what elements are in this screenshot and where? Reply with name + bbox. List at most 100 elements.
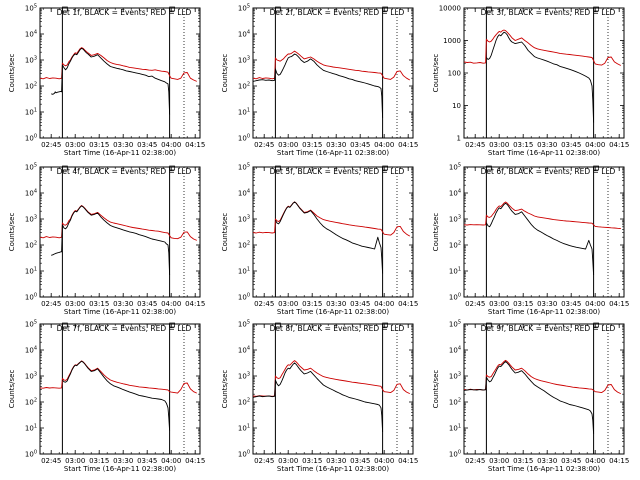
- y-tick-label: 104: [238, 189, 250, 198]
- y-tick-label: 103: [449, 215, 461, 224]
- series-line-events: [51, 47, 171, 115]
- detector-panel-2: Det 2f, BLACK = Events, RED = LLD 100 101 1…: [221, 4, 418, 158]
- y-tick-label: 100: [238, 293, 250, 302]
- y-tick-label: 104: [238, 30, 250, 39]
- y-tick-label: 101: [238, 108, 250, 117]
- x-tick-label: 04:00: [374, 141, 394, 149]
- series-line-lld: [39, 360, 197, 394]
- y-tick-label: 102: [238, 398, 250, 407]
- series-line-events: [486, 31, 595, 123]
- x-tick-label: 03:15: [513, 300, 533, 308]
- y-tick-label: 101: [238, 267, 250, 276]
- x-tick-label: 03:00: [278, 300, 298, 308]
- y-tick-label: 100: [449, 450, 461, 459]
- x-tick-label: 03:45: [561, 300, 581, 308]
- panel-title: Det 2f, BLACK = Events, RED = LLD: [270, 8, 405, 17]
- y-axis-label: Counts/sec: [432, 370, 440, 409]
- series-line-events: [62, 360, 171, 431]
- x-tick-label: 03:30: [326, 457, 346, 465]
- y-tick-label: 100: [25, 450, 37, 459]
- marker-box: [593, 165, 599, 171]
- y-axis-label: Counts/sec: [432, 213, 440, 252]
- y-tick-label: 104: [25, 189, 37, 198]
- marker-box: [486, 322, 492, 328]
- x-tick-label: 03:00: [489, 457, 509, 465]
- marker-box: [62, 322, 68, 328]
- x-tick-label: 03:00: [278, 457, 298, 465]
- x-tick-label: 02:45: [41, 457, 61, 465]
- x-tick-label: 03:00: [489, 141, 509, 149]
- y-tick-label: 102: [25, 398, 37, 407]
- x-tick-label: 03:45: [350, 141, 370, 149]
- plot-frame: [39, 7, 201, 139]
- detector-panel-5: Det 5f, BLACK = Events, RED = LLD 100 101 1…: [221, 163, 418, 317]
- marker-box: [169, 322, 175, 328]
- y-axis-label: Counts/sec: [8, 370, 16, 409]
- x-axis-label: Start Time (16-Apr-11 02:38:00): [64, 465, 176, 473]
- x-tick-label: 03:30: [326, 141, 346, 149]
- x-tick-label: 04:15: [398, 457, 418, 465]
- detector-panel-4: Det 4f, BLACK = Events, RED = LLD 100 101 1…: [8, 163, 205, 317]
- y-tick-label: 104: [449, 346, 461, 355]
- x-tick-label: 04:15: [398, 300, 418, 308]
- series-line-events: [275, 201, 384, 274]
- x-tick-label: 04:15: [609, 457, 629, 465]
- detector-panel-3: Det 3f, BLACK = Events, RED = LLD 1 10 100 1…: [432, 5, 629, 158]
- x-axis-label: Start Time (16-Apr-11 02:38:00): [277, 149, 389, 157]
- y-tick-label: 105: [25, 163, 37, 172]
- plot-frame: [252, 323, 414, 455]
- x-tick-label: 04:00: [585, 457, 605, 465]
- x-axis-label: Start Time (16-Apr-11 02:38:00): [64, 149, 176, 157]
- series-line-events: [51, 205, 171, 276]
- x-tick-label: 03:45: [137, 457, 157, 465]
- plot-frame: [463, 166, 625, 298]
- y-tick-label: 103: [25, 215, 37, 224]
- plot-frame: [252, 7, 414, 139]
- marker-box: [169, 6, 175, 12]
- series-line-events: [252, 362, 384, 433]
- x-tick-label: 02:45: [254, 141, 274, 149]
- y-axis-label: Counts/sec: [8, 213, 16, 252]
- y-tick-label: 101: [25, 108, 37, 117]
- y-tick-label: 104: [25, 346, 37, 355]
- x-tick-label: 04:00: [374, 300, 394, 308]
- panel-title: Det 6f, BLACK = Events, RED = LLD: [481, 167, 616, 176]
- x-tick-label: 03:30: [113, 141, 133, 149]
- marker-box: [169, 165, 175, 171]
- y-tick-label: 101: [449, 267, 461, 276]
- x-tick-label: 04:15: [185, 300, 205, 308]
- marker-box: [62, 6, 68, 12]
- detector-panel-1: Det 1f, BLACK = Events, RED = LLD 100 101 1…: [8, 4, 205, 158]
- x-tick-label: 03:45: [137, 300, 157, 308]
- plot-frame: [463, 323, 625, 455]
- x-tick-label: 03:00: [65, 300, 85, 308]
- x-axis-label: Start Time (16-Apr-11 02:38:00): [488, 308, 600, 316]
- x-axis-label: Start Time (16-Apr-11 02:38:00): [277, 465, 389, 473]
- y-tick-label: 105: [25, 4, 37, 13]
- y-tick-label: 101: [238, 424, 250, 433]
- x-tick-label: 04:00: [161, 300, 181, 308]
- panel-title: Det 5f, BLACK = Events, RED = LLD: [270, 167, 405, 176]
- x-axis-label: Start Time (16-Apr-11 02:38:00): [488, 465, 600, 473]
- series-line-lld: [39, 47, 197, 82]
- x-tick-label: 02:45: [465, 300, 485, 308]
- marker-box: [275, 322, 281, 328]
- detector-panel-6: Det 6f, BLACK = Events, RED = LLD 100 101 1…: [432, 163, 629, 317]
- series-line-lld: [463, 29, 622, 66]
- series-line-events: [463, 361, 595, 434]
- y-tick-label: 102: [238, 241, 250, 250]
- y-tick-label: 100: [25, 134, 37, 143]
- panel-title: Det 1f, BLACK = Events, RED = LLD: [57, 8, 192, 17]
- panel-title: Det 8f, BLACK = Events, RED = LLD: [270, 324, 405, 333]
- panel-title: Det 9f, BLACK = Events, RED = LLD: [481, 324, 616, 333]
- x-tick-label: 02:45: [254, 457, 274, 465]
- series-line-lld: [463, 201, 621, 229]
- y-tick-label: 1: [457, 135, 461, 143]
- x-tick-label: 02:45: [41, 141, 61, 149]
- y-axis-label: Counts/sec: [432, 54, 440, 93]
- y-tick-label: 101: [25, 424, 37, 433]
- x-tick-label: 03:30: [537, 457, 557, 465]
- marker-box: [275, 6, 281, 12]
- x-tick-label: 03:15: [513, 457, 533, 465]
